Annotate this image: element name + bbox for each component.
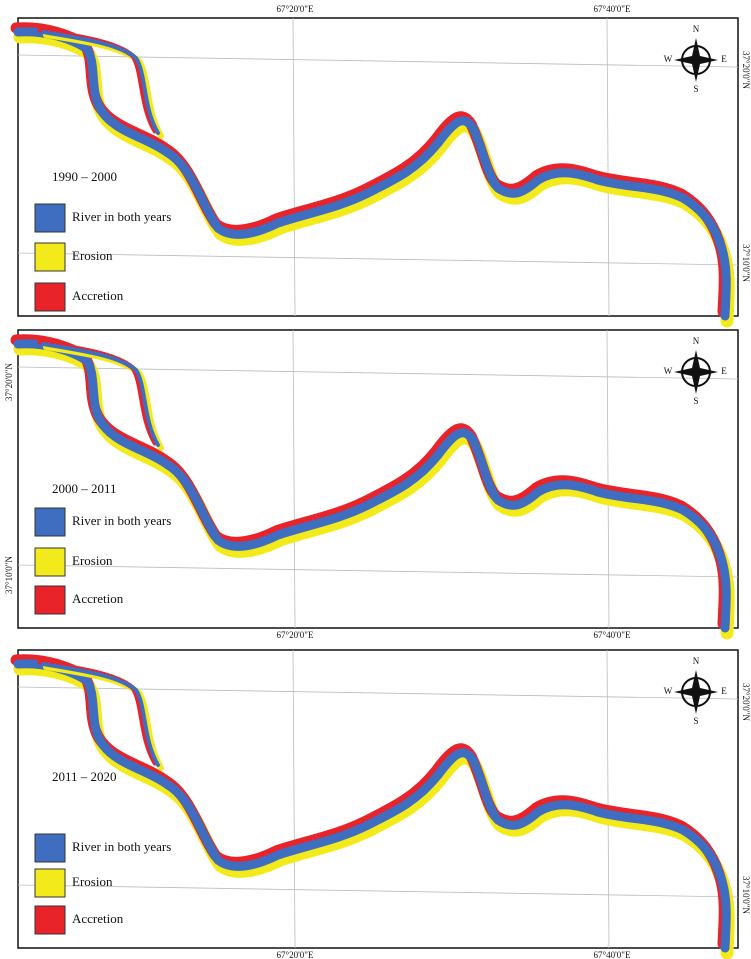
map-panel: 2000 – 2011 River in both years Erosion Acc…: [4, 330, 738, 640]
legend-label: River in both years: [72, 209, 171, 224]
compass-e: E: [721, 366, 727, 376]
legend-swatch: [35, 243, 65, 271]
legend-label: Erosion: [72, 553, 113, 568]
map-figure: 1990 – 2000 River in both years Erosion Acc…: [0, 0, 751, 959]
longitude-label: 67°20'0"E: [277, 630, 314, 640]
latitude-label: 37°10'0"N: [4, 556, 14, 594]
legend-swatch: [35, 508, 65, 536]
legend-swatch: [35, 204, 65, 232]
compass-n: N: [693, 336, 700, 346]
map-panel: 1990 – 2000 River in both years Erosion Acc…: [16, 4, 751, 321]
latitude-label: 37°20'0"N: [741, 683, 751, 721]
longitude-label: 67°20'0"E: [277, 950, 314, 959]
latitude-label: 37°20'0"N: [4, 363, 14, 401]
legend-swatch: [35, 586, 65, 614]
compass-n: N: [693, 656, 700, 666]
compass-s: S: [693, 716, 698, 726]
compass-w: W: [664, 686, 673, 696]
period-label: 1990 – 2000: [52, 169, 117, 184]
legend-swatch: [35, 283, 65, 311]
legend-label: River in both years: [72, 513, 171, 528]
legend-swatch: [35, 869, 65, 897]
legend-label: Erosion: [72, 874, 113, 889]
legend-label: River in both years: [72, 839, 171, 854]
panel-frame: [18, 18, 738, 316]
legend-swatch: [35, 834, 65, 862]
compass-e: E: [721, 686, 727, 696]
period-label: 2011 – 2020: [52, 769, 117, 784]
compass-s: S: [693, 84, 698, 94]
compass-e: E: [721, 54, 727, 64]
map-panel: 2011 – 2020 River in both years Erosion Acc…: [16, 650, 751, 959]
legend-label: Accretion: [72, 288, 124, 303]
compass-n: N: [693, 24, 700, 34]
latitude-label: 37°20'0"N: [741, 51, 751, 89]
legend-label: Accretion: [72, 911, 124, 926]
legend-swatch: [35, 906, 65, 934]
longitude-label: 67°40'0"E: [594, 4, 631, 14]
legend-label: Erosion: [72, 248, 113, 263]
compass-s: S: [693, 396, 698, 406]
compass-w: W: [664, 366, 673, 376]
longitude-label: 67°40'0"E: [594, 950, 631, 959]
period-label: 2000 – 2011: [52, 481, 117, 496]
panel-frame: [18, 650, 738, 948]
legend-swatch: [35, 548, 65, 576]
latitude-label: 37°10'0"N: [741, 876, 751, 914]
longitude-label: 67°20'0"E: [277, 4, 314, 14]
longitude-label: 67°40'0"E: [594, 630, 631, 640]
panel-frame: [18, 330, 738, 628]
compass-w: W: [664, 54, 673, 64]
legend-label: Accretion: [72, 591, 124, 606]
latitude-label: 37°10'0"N: [741, 244, 751, 282]
